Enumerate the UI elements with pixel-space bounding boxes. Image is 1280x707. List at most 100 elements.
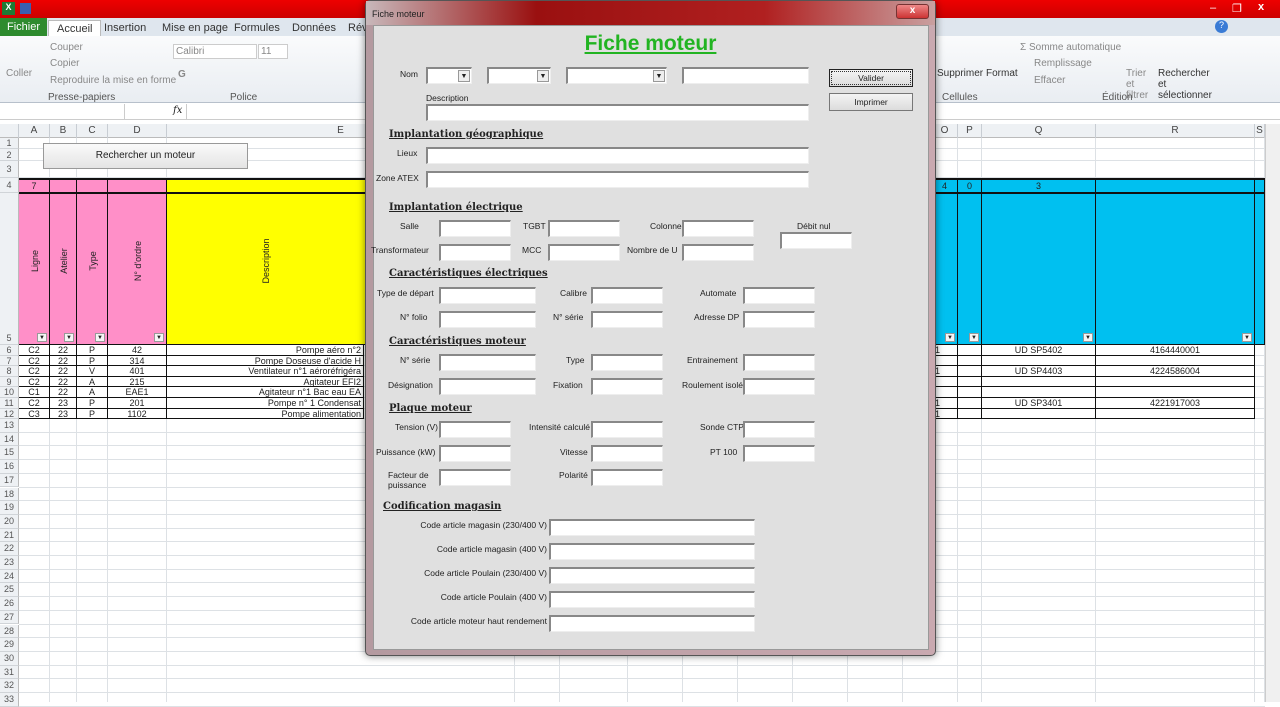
cell-A11[interactable]: C2 <box>19 398 50 409</box>
row-header[interactable]: 15 <box>0 446 19 461</box>
cell-R6[interactable]: 4164440001 <box>1096 345 1255 356</box>
row-header[interactable]: 24 <box>0 569 19 584</box>
row-header[interactable]: 29 <box>0 638 19 652</box>
cell-E6[interactable]: Pompe aéro n°2 <box>167 345 364 356</box>
pt100-input[interactable] <box>743 445 815 462</box>
filter-dropdown-icon[interactable]: ▼ <box>1083 333 1093 342</box>
cell-E8[interactable]: Ventilateur n°1 aéroréfrigéra <box>167 366 364 377</box>
cell-O11[interactable]: 1 <box>932 398 958 409</box>
format-cells-button[interactable]: Format <box>986 68 1018 79</box>
cell-B12[interactable]: 23 <box>50 408 77 420</box>
header-cell-P[interactable]: Démarreurs▼ <box>958 193 982 345</box>
cell-C11[interactable]: P <box>77 398 108 409</box>
folio-input[interactable] <box>439 311 536 328</box>
tab-revision[interactable]: Révi <box>348 22 371 34</box>
autosum-button[interactable]: Σ Somme automatique <box>1020 42 1122 53</box>
formula-input[interactable] <box>186 104 1265 119</box>
name-box[interactable] <box>0 104 125 119</box>
font-size-select[interactable]: 11 <box>258 44 288 59</box>
minimize-button[interactable]: – <box>1210 2 1217 14</box>
row-header[interactable]: 14 <box>0 432 19 447</box>
cell-O12[interactable]: 1 <box>932 408 958 420</box>
cell-P7[interactable] <box>958 355 982 367</box>
row-header[interactable]: 2 <box>0 149 19 161</box>
intensite-input[interactable] <box>591 421 663 438</box>
tab-accueil[interactable]: Accueil <box>48 20 102 36</box>
facteur-input[interactable] <box>439 469 511 486</box>
code-article-input-3[interactable] <box>549 567 755 584</box>
row-header[interactable]: 30 <box>0 651 19 666</box>
cell-E12[interactable]: Pompe alimentation <box>167 408 364 420</box>
row-header[interactable]: 22 <box>0 542 19 556</box>
cell-row4-B[interactable] <box>50 178 77 193</box>
cell-row4-S[interactable] <box>1255 178 1265 193</box>
cell-row4-D[interactable] <box>108 178 167 193</box>
row-header[interactable]: 4 <box>0 178 19 193</box>
tgbt-input[interactable] <box>548 220 620 237</box>
row-header[interactable]: 5 <box>0 193 19 345</box>
cell-A7[interactable]: C2 <box>19 355 50 367</box>
polarite-input[interactable] <box>591 469 663 486</box>
cell-P11[interactable] <box>958 398 982 409</box>
valider-button[interactable]: Valider <box>829 69 913 87</box>
row-header[interactable]: 31 <box>0 665 19 680</box>
type-depart-input[interactable] <box>439 287 536 304</box>
cell-O10[interactable] <box>932 387 958 398</box>
cell-row4-Q[interactable]: 3 <box>982 178 1096 193</box>
cell-D8[interactable]: 401 <box>108 366 167 377</box>
cell-B6[interactable]: 22 <box>50 345 77 356</box>
font-name-select[interactable]: Calibri <box>173 44 257 59</box>
row-header[interactable]: 10 <box>0 387 19 398</box>
cell-R12[interactable] <box>1096 408 1255 420</box>
tab-donnees[interactable]: Données <box>292 22 337 34</box>
cell-row4-O[interactable]: 4 <box>932 178 958 193</box>
cell-P6[interactable] <box>958 345 982 356</box>
filter-dropdown-icon[interactable]: ▼ <box>154 333 164 342</box>
cell-Q9[interactable] <box>982 376 1096 388</box>
row-header[interactable]: 25 <box>0 583 19 598</box>
cell-row4-A[interactable]: 7 <box>19 178 50 193</box>
imprimer-button[interactable]: Imprimer <box>829 93 913 111</box>
chevron-down-icon[interactable]: ▼ <box>653 70 665 82</box>
nom-input[interactable] <box>682 67 809 84</box>
cell-D6[interactable]: 42 <box>108 345 167 356</box>
cell-Q6[interactable]: UD SP5402 <box>982 345 1096 356</box>
row-header[interactable]: 32 <box>0 679 19 693</box>
cell-Q11[interactable]: UD SP3401 <box>982 398 1096 409</box>
row-header[interactable]: 12 <box>0 408 19 420</box>
sonde-ctp-input[interactable] <box>743 421 815 438</box>
delete-cells-button[interactable]: Supprimer <box>937 68 984 79</box>
tab-mise-en-page[interactable]: Mise en page <box>162 22 229 34</box>
cell-D7[interactable]: 314 <box>108 355 167 367</box>
code-article-input-5[interactable] <box>549 615 755 632</box>
cell-E7[interactable]: Pompe Doseuse d'acide H <box>167 355 364 367</box>
cell-O6[interactable]: 1 <box>932 345 958 356</box>
colonne-input[interactable] <box>682 220 754 237</box>
nom-combo-1[interactable]: ▼ <box>426 67 472 84</box>
column-header-O[interactable]: O <box>932 124 958 138</box>
cell-Q12[interactable] <box>982 408 1096 420</box>
debit-nul-input[interactable] <box>780 232 852 249</box>
column-header-P[interactable]: P <box>958 124 982 138</box>
select-all-corner[interactable] <box>0 124 19 138</box>
cell-B7[interactable]: 22 <box>50 355 77 367</box>
row-header[interactable]: 1 <box>0 138 19 149</box>
cell-R8[interactable]: 4224586004 <box>1096 366 1255 377</box>
row-header[interactable]: 3 <box>0 161 19 178</box>
cell-C6[interactable]: P <box>77 345 108 356</box>
roulement-input[interactable] <box>743 378 815 395</box>
help-icon[interactable]: ? <box>1215 20 1228 33</box>
row-header[interactable]: 18 <box>0 487 19 502</box>
cell-A10[interactable]: C1 <box>19 387 50 398</box>
cell-D12[interactable]: 1102 <box>108 408 167 420</box>
header-cell-R[interactable]: N°Série▼ <box>1096 193 1255 345</box>
transformateur-input[interactable] <box>439 244 511 261</box>
save-icon[interactable] <box>20 3 31 14</box>
serie-elec-input[interactable] <box>591 311 663 328</box>
filter-dropdown-icon[interactable]: ▼ <box>1242 333 1252 342</box>
cell-O9[interactable] <box>932 376 958 388</box>
zone-atex-input[interactable] <box>426 171 809 188</box>
column-header-B[interactable]: B <box>50 124 77 138</box>
fill-button[interactable]: Remplissage <box>1034 58 1092 69</box>
cell-A6[interactable]: C2 <box>19 345 50 356</box>
